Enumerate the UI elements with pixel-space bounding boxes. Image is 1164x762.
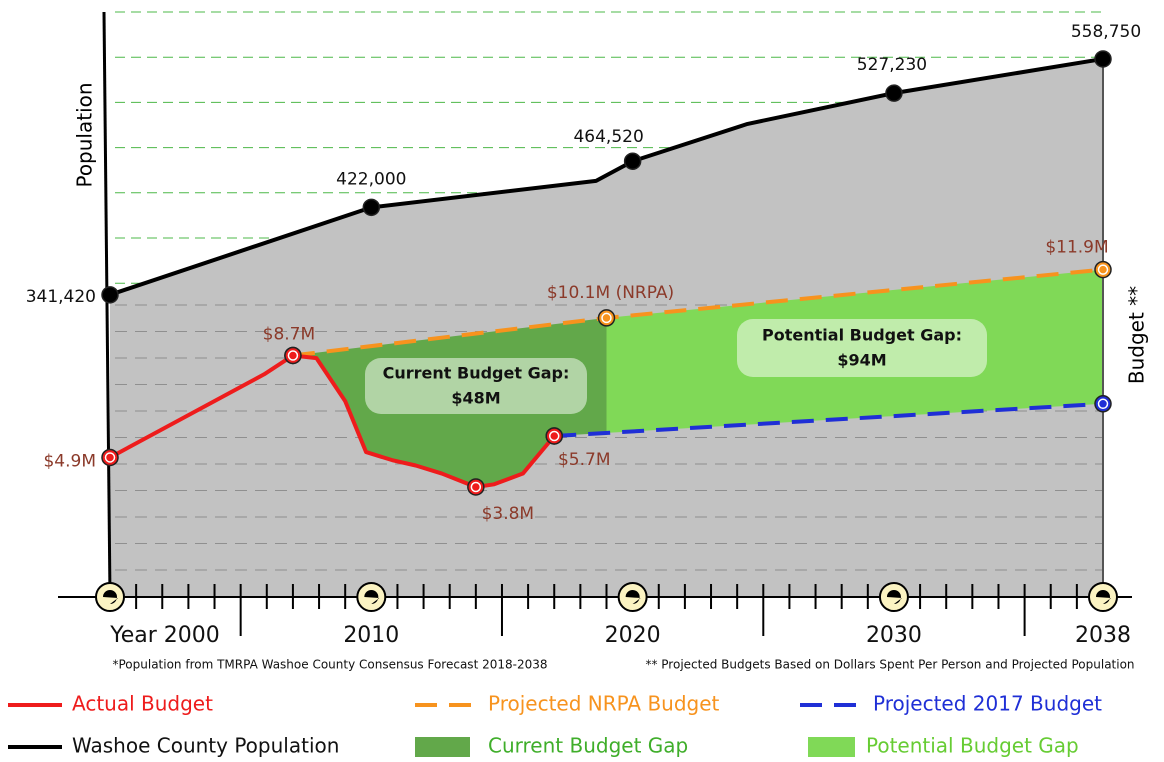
gap-label-box <box>365 358 587 414</box>
x-tick-drop <box>1096 590 1111 604</box>
marker-outer <box>1094 395 1112 413</box>
point-marker <box>1094 395 1112 413</box>
marker-outer <box>597 309 616 327</box>
marker-ring <box>601 312 612 324</box>
x-tick-marker <box>878 582 909 612</box>
x-tick-marker <box>617 582 648 612</box>
marker-outer <box>284 346 302 365</box>
value-label: 341,420 <box>26 287 96 307</box>
point-marker <box>284 346 302 365</box>
footnote: ** Projected Budgets Based on Dollars Sp… <box>645 658 1134 672</box>
marker-outer <box>623 152 642 170</box>
x-tick-marker <box>356 582 387 612</box>
marker-ring <box>470 481 482 493</box>
x-tick-label: Year 2000 <box>109 623 220 648</box>
point-marker <box>101 448 119 467</box>
marker-outer <box>101 448 119 467</box>
value-label: $8.7M <box>263 324 316 344</box>
value-label: $10.1M (NRPA) <box>547 283 674 303</box>
point-marker <box>1094 50 1112 68</box>
x-tick-marker <box>95 582 125 612</box>
y2-axis-label: Budget ** <box>1125 286 1149 384</box>
marker-outer <box>467 478 485 496</box>
marker-outer <box>545 427 563 445</box>
point-marker <box>623 152 642 170</box>
marker-outer <box>1094 260 1112 279</box>
marker-outer <box>101 286 119 304</box>
point-marker <box>545 427 563 445</box>
x-tick-label: 2020 <box>605 623 661 648</box>
point-marker <box>885 84 903 102</box>
point-marker <box>1094 260 1112 279</box>
legend-label: Potential Budget Gap <box>866 734 1079 758</box>
value-label: 527,230 <box>857 55 927 75</box>
legend-label: Actual Budget <box>72 692 213 716</box>
x-tick-drop <box>625 590 641 605</box>
marker-ring <box>287 350 299 361</box>
value-label: $11.9M <box>1045 238 1108 258</box>
value-label: 464,520 <box>573 127 643 147</box>
footnote: *Population from TMRPA Washoe County Con… <box>112 658 547 672</box>
marker-ring <box>1097 398 1109 410</box>
marker-ring <box>1097 264 1109 275</box>
marker-outer <box>362 198 381 217</box>
x-tick-drop <box>886 590 902 605</box>
marker-ring <box>104 452 116 463</box>
y-axis-label: Population <box>73 82 97 187</box>
value-label: $4.9M <box>43 451 96 471</box>
gap-value: $94M <box>837 351 886 370</box>
legend-swatch <box>415 737 470 757</box>
point-marker <box>467 478 485 496</box>
point-marker <box>597 309 616 327</box>
legend-swatch <box>808 737 855 757</box>
series-line <box>554 401 1104 438</box>
gap-label: Current Budget Gap: <box>383 364 570 383</box>
marker-outer <box>885 84 903 102</box>
legend-label: Projected NRPA Budget <box>488 692 720 716</box>
x-tick-label: 2010 <box>343 623 399 648</box>
x-tick-drop <box>103 590 118 604</box>
value-label: $3.8M <box>482 504 535 524</box>
gap-value: $48M <box>451 389 500 408</box>
point-marker <box>101 286 119 304</box>
marker-ring <box>548 430 560 442</box>
gap-label: Potential Budget Gap: <box>762 326 962 345</box>
x-tick-label: 2038 <box>1075 623 1131 648</box>
legend-label: Washoe County Population <box>72 734 339 758</box>
legend-label: Current Budget Gap <box>488 734 688 758</box>
gap-label-box <box>737 319 987 377</box>
x-tick-marker <box>1088 582 1118 612</box>
y-axis <box>102 11 112 598</box>
value-label: 422,000 <box>336 169 406 189</box>
x-tick-drop <box>364 590 380 605</box>
point-marker <box>362 198 381 217</box>
x-tick-label: 2030 <box>866 623 922 648</box>
value-label: 558,750 <box>1071 22 1141 42</box>
value-label: $5.7M <box>558 450 611 470</box>
legend-label: Projected 2017 Budget <box>873 692 1102 716</box>
marker-outer <box>1094 50 1112 68</box>
